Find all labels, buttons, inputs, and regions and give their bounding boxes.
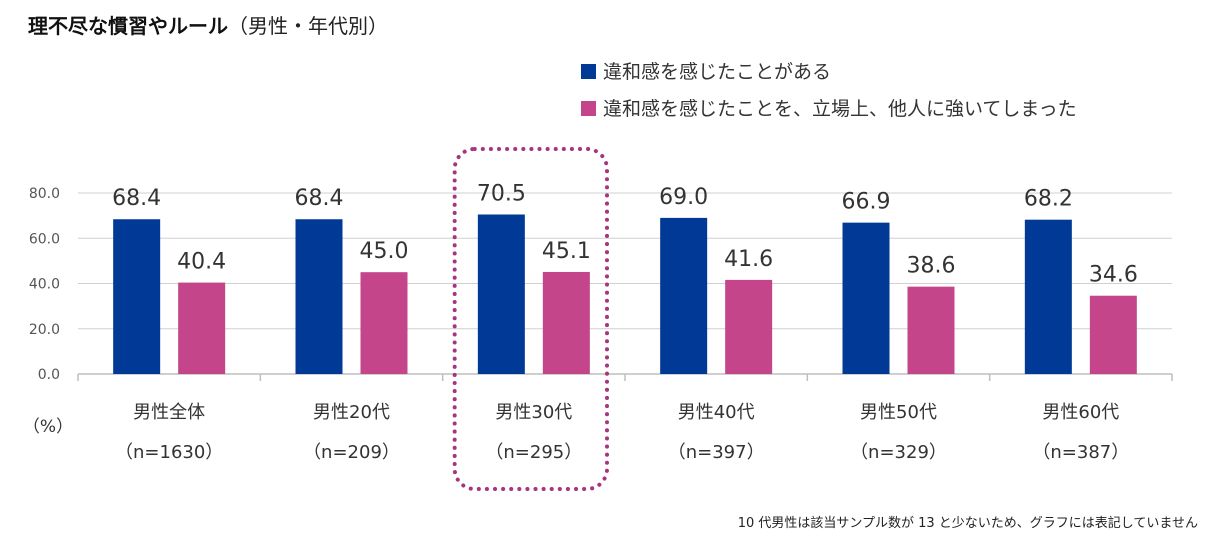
bar-value-label: 41.6 (724, 247, 773, 272)
category-label: 男性20代 (313, 402, 390, 423)
bar-series-1 (113, 219, 161, 374)
category-label: 男性40代 (678, 402, 755, 423)
footnote: 10 代男性は該当サンプル数が 13 と少ないため、グラフには表記していません (737, 516, 1198, 531)
bar-series-1 (1024, 219, 1072, 374)
sample-size-label: （n=387） (1032, 442, 1129, 463)
y-tick-label: 20.0 (29, 322, 60, 338)
unit-label: （%） (23, 417, 73, 437)
legend-label-series-1: 違和感を感じたことがある (603, 61, 831, 83)
bar-series-1 (477, 214, 525, 374)
bar-value-label: 68.2 (1024, 187, 1073, 212)
bar-value-label: 40.4 (177, 250, 226, 275)
bar-series-1 (842, 222, 890, 374)
bar-value-label: 66.9 (842, 190, 891, 215)
chart-title: 理不尽な慣習やルール（男性・年代別） (28, 10, 388, 39)
sample-size-label: （n=209） (303, 442, 400, 463)
bar-series-2 (1089, 295, 1137, 374)
legend-label-series-2: 違和感を感じたことを、立場上、他人に強いてしまった (603, 98, 1077, 120)
highlight-box (452, 147, 609, 491)
y-tick-label: 80.0 (29, 186, 60, 202)
bar-value-label: 69.0 (659, 185, 708, 210)
y-tick-label: 60.0 (29, 231, 60, 247)
y-tick-label: 0.0 (38, 367, 60, 383)
bar-value-label: 34.6 (1089, 263, 1138, 288)
sample-size-label: （n=295） (485, 442, 582, 463)
category-label: 男性30代 (495, 402, 572, 423)
bar-series-2 (907, 286, 955, 374)
bar-series-2 (542, 271, 590, 374)
chart-title-sub: （男性・年代別） (228, 14, 388, 38)
bar-value-label: 38.6 (907, 254, 956, 279)
bar-series-2 (178, 282, 226, 374)
sample-size-label: （n=1630） (115, 442, 223, 463)
bar-series-1 (660, 217, 708, 374)
bar-value-label: 45.0 (360, 239, 409, 264)
legend-swatch-series-1 (581, 64, 596, 79)
bar-series-2 (725, 279, 773, 374)
category-label: 男性60代 (1042, 402, 1119, 423)
bar-value-label: 68.4 (112, 186, 161, 211)
sample-size-label: （n=329） (850, 442, 947, 463)
y-tick-label: 40.0 (29, 277, 60, 293)
bar-series-1 (295, 219, 343, 374)
category-label: 男性50代 (860, 402, 937, 423)
bar-series-2 (360, 272, 408, 374)
bar-value-label: 45.1 (542, 239, 591, 264)
category-label: 男性全体 (133, 402, 205, 423)
bar-value-label: 70.5 (477, 181, 526, 206)
bar-value-label: 68.4 (295, 186, 344, 211)
sample-size-label: （n=397） (668, 442, 765, 463)
chart-title-main: 理不尽な慣習やルール (28, 14, 228, 38)
legend-swatch-series-2 (581, 101, 596, 116)
